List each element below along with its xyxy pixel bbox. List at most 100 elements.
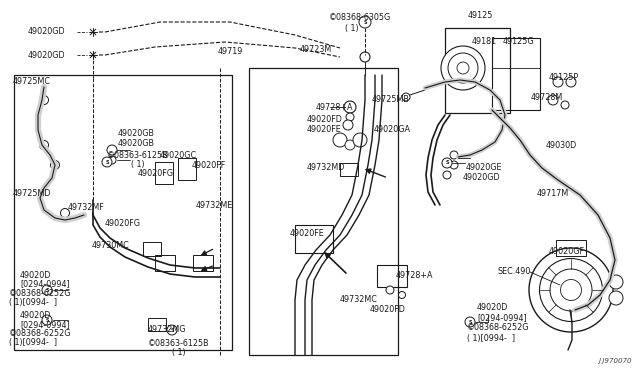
Text: 49723M: 49723M <box>300 45 332 55</box>
Bar <box>193 255 213 271</box>
Text: 49020FD: 49020FD <box>307 115 343 125</box>
Circle shape <box>343 120 353 130</box>
Circle shape <box>386 286 394 294</box>
Text: 49020GB: 49020GB <box>118 129 155 138</box>
Text: [0294-0994]: [0294-0994] <box>20 321 70 330</box>
Text: 49125P: 49125P <box>549 73 579 81</box>
Text: 49020D: 49020D <box>477 304 508 312</box>
Circle shape <box>167 325 177 335</box>
Text: 49020FD: 49020FD <box>370 305 406 314</box>
Circle shape <box>561 279 582 301</box>
Text: S: S <box>468 320 472 324</box>
Text: ( 1): ( 1) <box>345 23 358 32</box>
Circle shape <box>108 156 116 164</box>
Text: ( 1)[0994-  ]: ( 1)[0994- ] <box>467 334 515 343</box>
Circle shape <box>548 95 558 105</box>
Circle shape <box>402 93 410 101</box>
Circle shape <box>450 151 458 159</box>
Circle shape <box>553 77 563 87</box>
Text: S: S <box>364 19 367 25</box>
Text: ©08368-6252G: ©08368-6252G <box>467 324 529 333</box>
Text: S: S <box>45 317 49 323</box>
Text: 49020D: 49020D <box>20 311 51 320</box>
Circle shape <box>566 77 576 87</box>
Circle shape <box>333 133 347 147</box>
Circle shape <box>450 161 458 169</box>
Circle shape <box>448 53 478 83</box>
Text: 49725MC: 49725MC <box>13 77 51 87</box>
Circle shape <box>61 208 70 218</box>
Text: 49020FE: 49020FE <box>307 125 342 135</box>
Circle shape <box>353 133 367 147</box>
Bar <box>14 75 232 350</box>
Text: J J970070: J J970070 <box>598 358 632 364</box>
Text: 49030D: 49030D <box>546 141 577 150</box>
Circle shape <box>399 292 406 298</box>
Bar <box>340 163 358 176</box>
Circle shape <box>346 113 354 121</box>
Text: ( 1): ( 1) <box>172 349 186 357</box>
Text: SEC.490: SEC.490 <box>498 267 531 276</box>
Circle shape <box>609 275 623 289</box>
Circle shape <box>360 52 370 62</box>
Circle shape <box>359 16 371 28</box>
Text: 49732MD: 49732MD <box>307 164 346 173</box>
Circle shape <box>51 160 60 170</box>
Text: 49732MG: 49732MG <box>148 326 186 334</box>
Text: 49020GA: 49020GA <box>374 125 411 135</box>
Circle shape <box>609 291 623 305</box>
Text: 49732MC: 49732MC <box>340 295 378 305</box>
Bar <box>155 255 175 271</box>
Bar <box>155 162 173 184</box>
Text: S: S <box>445 160 449 166</box>
Text: ( 1)[0994-  ]: ( 1)[0994- ] <box>9 339 57 347</box>
Circle shape <box>40 141 49 150</box>
Circle shape <box>443 171 451 179</box>
Text: 49020D: 49020D <box>20 270 51 279</box>
Bar <box>249 68 398 355</box>
Text: 49020GF: 49020GF <box>549 247 585 257</box>
Text: 49728+A: 49728+A <box>396 270 433 279</box>
Text: 49020GD: 49020GD <box>28 51 66 60</box>
Bar <box>178 158 196 180</box>
Text: 49732MF: 49732MF <box>68 202 105 212</box>
Bar <box>295 225 333 253</box>
Text: 49020FE: 49020FE <box>290 228 324 237</box>
Bar <box>148 318 166 331</box>
Circle shape <box>529 248 613 332</box>
Text: ( 1): ( 1) <box>131 160 145 169</box>
Text: 49719: 49719 <box>218 46 243 55</box>
Text: S: S <box>45 288 49 292</box>
Text: 49725MB: 49725MB <box>372 94 410 103</box>
Text: ©08363-6125B: ©08363-6125B <box>148 339 210 347</box>
Text: 49125G: 49125G <box>503 38 534 46</box>
Text: [0294-0994]: [0294-0994] <box>477 314 527 323</box>
Text: 49728+A: 49728+A <box>316 103 353 112</box>
Text: 49730MC: 49730MC <box>92 241 130 250</box>
Text: 49020GE: 49020GE <box>466 164 502 173</box>
Text: 49725MD: 49725MD <box>13 189 51 198</box>
Circle shape <box>107 145 117 155</box>
Circle shape <box>561 101 569 109</box>
Bar <box>492 38 540 110</box>
Circle shape <box>441 46 485 90</box>
Text: 49020GD: 49020GD <box>28 28 66 36</box>
Text: ©08363-6125B: ©08363-6125B <box>107 151 168 160</box>
Circle shape <box>42 285 52 295</box>
Text: 49125: 49125 <box>468 10 493 19</box>
Bar <box>377 265 407 287</box>
Circle shape <box>345 140 355 150</box>
Circle shape <box>442 158 452 168</box>
Text: S: S <box>170 327 173 333</box>
Text: 49717M: 49717M <box>537 189 569 199</box>
Text: ©08368-6305G: ©08368-6305G <box>329 13 391 22</box>
Text: 49020GC: 49020GC <box>160 151 197 160</box>
Text: ( 1)[0994-  ]: ( 1)[0994- ] <box>9 298 57 307</box>
Text: 49181: 49181 <box>472 38 497 46</box>
Circle shape <box>344 101 356 113</box>
Circle shape <box>457 62 469 74</box>
Text: ©08368-6252G: ©08368-6252G <box>9 330 72 339</box>
Bar <box>143 242 161 256</box>
Text: 49728M: 49728M <box>531 93 563 102</box>
Text: 49020FG: 49020FG <box>138 169 174 177</box>
